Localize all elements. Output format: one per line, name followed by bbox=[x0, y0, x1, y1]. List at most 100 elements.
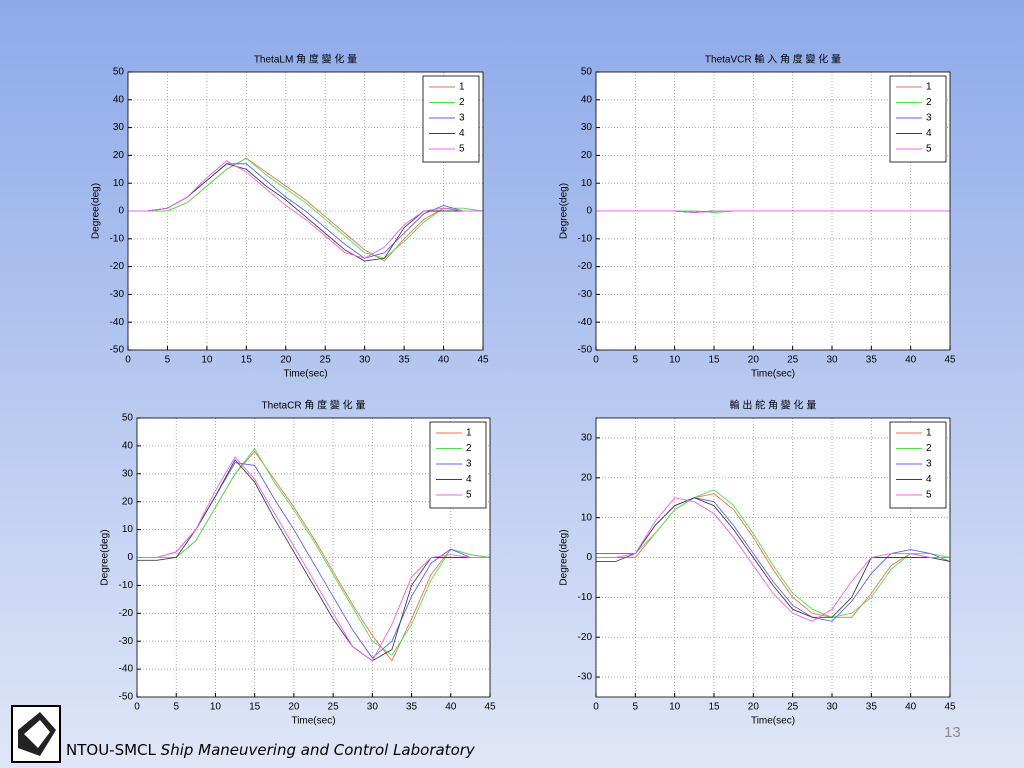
y-tick-label: 30 bbox=[581, 122, 593, 133]
x-tick-label: 20 bbox=[288, 702, 300, 713]
x-tick-label: 20 bbox=[748, 702, 760, 713]
y-tick-label: -10 bbox=[578, 592, 593, 603]
data-line bbox=[596, 489, 951, 618]
x-tick-label: 15 bbox=[708, 355, 720, 366]
x-tick-label: 0 bbox=[593, 355, 599, 366]
legend-label: 1 bbox=[926, 428, 932, 439]
legend-box bbox=[422, 75, 480, 163]
chart-title: ThetaLM 角 度 變 化 量 bbox=[254, 53, 357, 66]
y-tick-label: 10 bbox=[122, 524, 134, 535]
legend-label: 2 bbox=[926, 443, 932, 454]
y-tick-label: 20 bbox=[581, 150, 593, 161]
x-tick-label: 40 bbox=[905, 355, 917, 366]
x-tick-label: 25 bbox=[787, 702, 799, 713]
x-tick-label: 20 bbox=[748, 355, 760, 366]
x-tick-label: 0 bbox=[134, 702, 140, 713]
legend-label: 1 bbox=[926, 82, 932, 93]
legend-label: 2 bbox=[926, 97, 932, 108]
data-line bbox=[128, 157, 484, 259]
x-axis-label: Time(sec) bbox=[283, 369, 327, 380]
y-tick-label: -40 bbox=[578, 317, 593, 328]
legend-label: 5 bbox=[466, 490, 472, 501]
legend-label: 1 bbox=[459, 82, 465, 93]
legend-label: 4 bbox=[466, 474, 472, 485]
x-tick-label: 5 bbox=[633, 355, 639, 366]
page-number: 13 bbox=[944, 724, 961, 741]
x-tick-label: 45 bbox=[484, 702, 496, 713]
legend-box bbox=[889, 421, 947, 509]
x-tick-label: 40 bbox=[445, 702, 457, 713]
legend-label: 4 bbox=[459, 128, 465, 139]
x-tick-label: 10 bbox=[669, 702, 681, 713]
y-tick-label: -20 bbox=[578, 632, 593, 643]
data-line bbox=[596, 497, 950, 622]
y-tick-label: 30 bbox=[113, 122, 125, 133]
x-tick-label: 25 bbox=[328, 702, 340, 713]
axes-frame bbox=[595, 71, 951, 351]
y-tick-label: -20 bbox=[119, 608, 134, 619]
y-axis-label: Degree(deg) bbox=[559, 183, 570, 239]
y-tick-label: -40 bbox=[119, 664, 134, 675]
x-tick-label: 10 bbox=[210, 702, 222, 713]
y-tick-label: 40 bbox=[581, 94, 593, 105]
x-tick-label: 25 bbox=[787, 355, 799, 366]
x-tick-label: 0 bbox=[125, 355, 131, 366]
y-tick-label: -20 bbox=[578, 261, 593, 272]
axes-frame bbox=[595, 417, 951, 698]
legend-label: 5 bbox=[459, 144, 465, 155]
legend-label: 4 bbox=[926, 128, 932, 139]
axes-frame bbox=[136, 417, 491, 698]
x-tick-label: 25 bbox=[320, 355, 332, 366]
legend-box bbox=[889, 75, 947, 163]
legend-label: 3 bbox=[926, 113, 932, 124]
y-tick-label: -30 bbox=[578, 672, 593, 683]
y-tick-label: -20 bbox=[110, 261, 125, 272]
y-tick-label: 20 bbox=[581, 472, 593, 483]
footer-lab: Ship Maneuvering and Control Laboratory bbox=[160, 741, 475, 759]
y-tick-label: 30 bbox=[581, 433, 593, 444]
chart-title: ThetaVCR 輸 入 角 度 變 化 量 bbox=[705, 53, 841, 66]
y-tick-label: -50 bbox=[578, 345, 593, 356]
x-tick-label: 40 bbox=[438, 355, 450, 366]
data-line bbox=[137, 456, 490, 662]
y-tick-label: 40 bbox=[122, 441, 134, 452]
footer: NTOU-SMCL Ship Maneuvering and Control L… bbox=[66, 741, 475, 759]
legend-label: 3 bbox=[926, 459, 932, 470]
x-tick-label: 30 bbox=[826, 702, 838, 713]
y-tick-label: -50 bbox=[110, 345, 125, 356]
legend-label: 2 bbox=[459, 97, 465, 108]
legend-label: 3 bbox=[466, 459, 472, 470]
y-tick-label: -40 bbox=[110, 317, 125, 328]
y-tick-label: 0 bbox=[586, 206, 592, 217]
y-tick-label: -30 bbox=[110, 289, 125, 300]
y-tick-label: 50 bbox=[113, 67, 125, 78]
x-tick-label: 20 bbox=[280, 355, 292, 366]
logo bbox=[11, 705, 61, 763]
x-tick-label: 35 bbox=[406, 702, 418, 713]
y-tick-label: 10 bbox=[113, 178, 125, 189]
x-tick-label: 30 bbox=[367, 702, 379, 713]
legend-label: 4 bbox=[926, 474, 932, 485]
y-tick-label: -10 bbox=[110, 233, 125, 244]
legend-label: 2 bbox=[466, 443, 472, 454]
y-tick-label: 30 bbox=[122, 468, 134, 479]
x-tick-label: 5 bbox=[173, 702, 179, 713]
y-tick-label: -50 bbox=[119, 692, 134, 703]
x-tick-label: 10 bbox=[201, 355, 213, 366]
legend-box bbox=[429, 421, 487, 509]
x-tick-label: 35 bbox=[866, 355, 878, 366]
y-tick-label: -10 bbox=[578, 233, 593, 244]
y-tick-label: 0 bbox=[118, 206, 124, 217]
x-tick-label: 15 bbox=[249, 702, 261, 713]
x-axis-label: Time(sec) bbox=[751, 716, 795, 727]
y-axis-label: Degree(deg) bbox=[91, 183, 102, 239]
x-tick-label: 5 bbox=[633, 702, 639, 713]
y-axis-label: Degree(deg) bbox=[100, 529, 111, 585]
x-tick-label: 15 bbox=[241, 355, 253, 366]
data-line bbox=[596, 497, 951, 618]
y-tick-label: -10 bbox=[119, 580, 134, 591]
y-tick-label: 20 bbox=[113, 150, 125, 161]
y-tick-label: 0 bbox=[586, 552, 592, 563]
